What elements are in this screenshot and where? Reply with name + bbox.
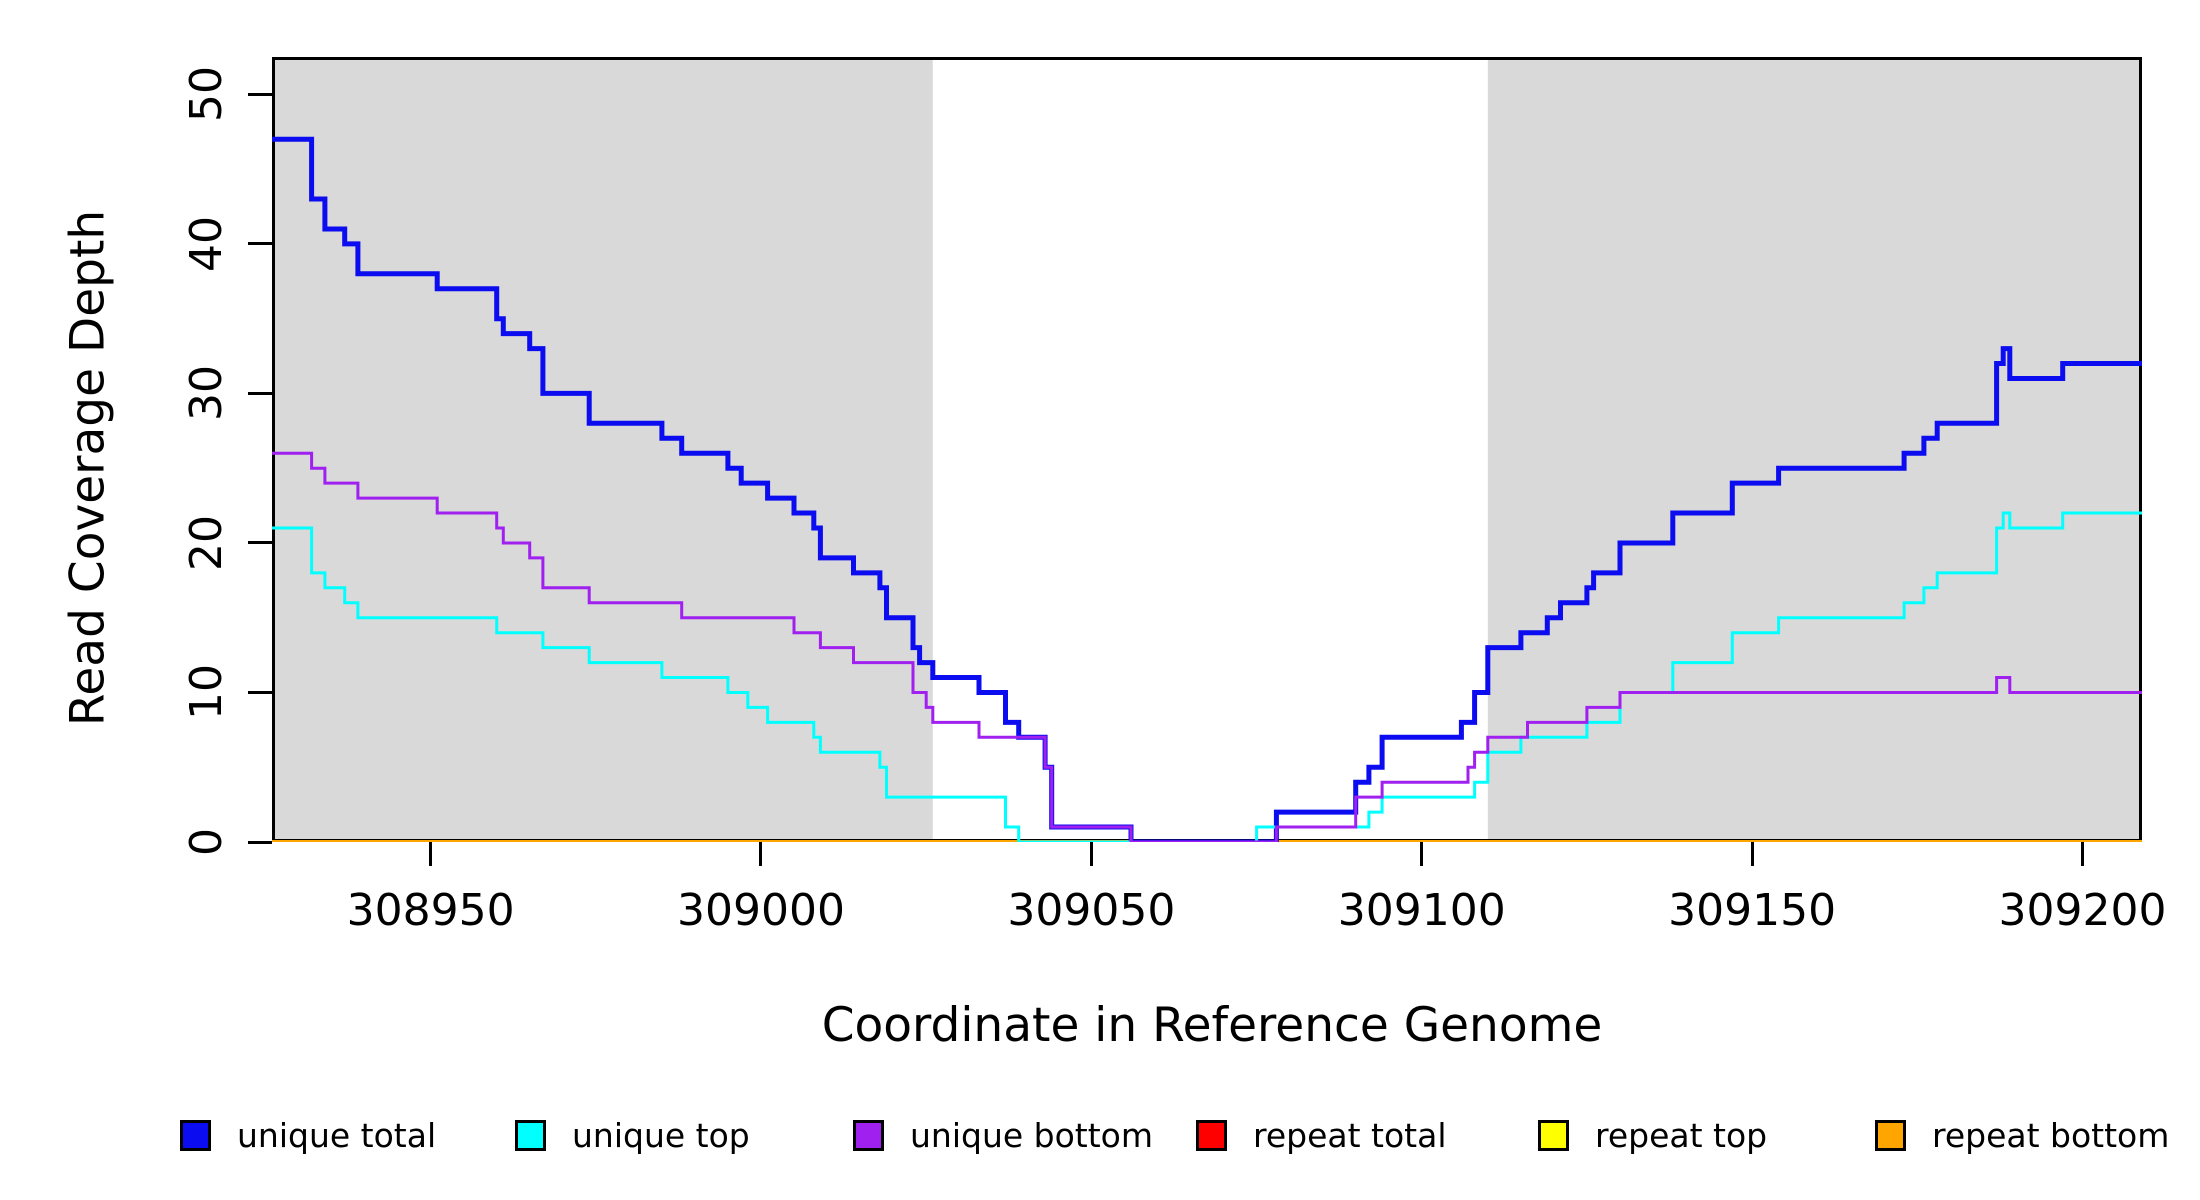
x-tick-mark [1750, 842, 1754, 866]
y-tick-mark [248, 690, 272, 694]
x-tick-mark [1089, 842, 1093, 866]
y-tick-label: 0 [181, 828, 232, 856]
legend-label: unique top [572, 1115, 750, 1155]
y-tick-mark [248, 242, 272, 246]
y-tick-mark [248, 840, 272, 844]
legend-label: repeat total [1253, 1115, 1447, 1155]
x-tick-mark [2081, 842, 2085, 866]
legend-label: unique bottom [910, 1115, 1154, 1155]
legend-item-unique-bottom: unique bottom [853, 1115, 1154, 1155]
x-tick-label: 309000 [676, 885, 845, 936]
legend-item-repeat-total: repeat total [1196, 1115, 1447, 1155]
legend-label: unique total [237, 1115, 437, 1155]
legend-label: repeat bottom [1932, 1115, 2170, 1155]
legend-item-unique-top: unique top [515, 1115, 750, 1155]
y-tick-label: 40 [181, 215, 232, 272]
legend-swatch-unique-total [180, 1119, 211, 1151]
x-axis-title: Coordinate in Reference Genome [821, 998, 1603, 1053]
legend-swatch-repeat-bottom [1875, 1119, 1906, 1151]
y-tick-label: 50 [181, 66, 232, 123]
legend-swatch-repeat-top [1538, 1119, 1569, 1151]
legend-swatch-repeat-total [1196, 1119, 1227, 1151]
x-tick-label: 309100 [1337, 885, 1506, 936]
legend-item-repeat-top: repeat top [1538, 1115, 1768, 1155]
x-tick-label: 309050 [1007, 885, 1176, 936]
y-tick-label: 10 [181, 664, 232, 721]
series-unique-bottom [272, 451, 2142, 842]
legend-item-repeat-bottom: repeat bottom [1875, 1115, 2170, 1155]
y-tick-mark [248, 391, 272, 395]
series-unique-total [272, 136, 2142, 842]
x-tick-label: 309150 [1668, 885, 1837, 936]
x-tick-label: 309200 [1998, 885, 2167, 936]
legend-item-unique-total: unique total [180, 1115, 437, 1155]
y-tick-mark [248, 541, 272, 545]
coverage-step-plot [272, 57, 2142, 842]
legend-label: repeat top [1595, 1115, 1768, 1155]
y-tick-label: 20 [181, 514, 232, 571]
y-axis-title: Read Coverage Depth [60, 209, 116, 727]
y-tick-mark [248, 92, 272, 96]
series-unique-top [272, 511, 2142, 842]
repeat-region-shading [272, 57, 933, 842]
x-tick-mark [1420, 842, 1424, 866]
legend-swatch-unique-top [515, 1119, 546, 1151]
x-tick-mark [759, 842, 763, 866]
x-tick-mark [429, 842, 433, 866]
legend-swatch-unique-bottom [853, 1119, 884, 1151]
x-tick-label: 308950 [346, 885, 515, 936]
y-tick-label: 30 [181, 365, 232, 422]
repeat-region-shading [1487, 57, 2142, 842]
